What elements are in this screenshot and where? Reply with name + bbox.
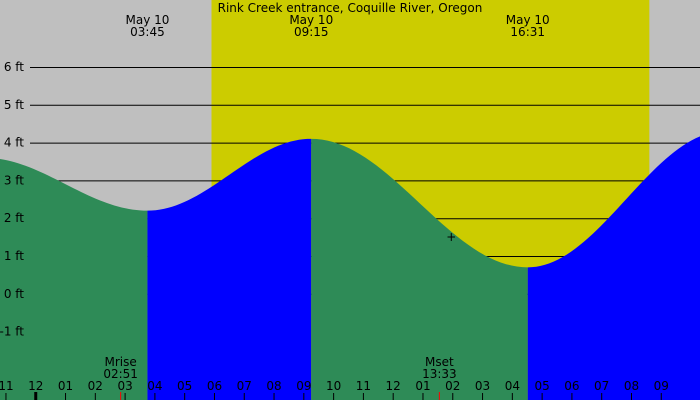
y-axis-labels: 6 ft 5 ft 4 ft 3 ft 2 ft 1 ft 0 ft -1 ft (0, 60, 24, 339)
y-tick-label: 4 ft (4, 136, 24, 150)
x-tick-label: 11 (0, 379, 14, 393)
rising-tide-area (527, 136, 700, 400)
moon-event-time: 13:33 (422, 367, 457, 381)
falling-tide-area (0, 159, 148, 400)
tide-event-date: May 10 (125, 13, 169, 27)
x-tick-label: 01 (58, 379, 73, 393)
y-tick-label: 6 ft (4, 60, 24, 74)
x-tick-label: 04 (505, 379, 520, 393)
x-tick-label: 08 (624, 379, 639, 393)
x-tick-label: 01 (415, 379, 430, 393)
y-tick-label: 0 ft (4, 287, 24, 301)
x-tick-label: 07 (237, 379, 252, 393)
chart-title: Rink Creek entrance, Coquille River, Ore… (218, 1, 483, 15)
x-tick-label: 09 (654, 379, 669, 393)
x-tick-label: 12 (386, 379, 401, 393)
rising-tide-area (147, 138, 312, 400)
x-tick-label: 03 (475, 379, 490, 393)
y-tick-label: -1 ft (0, 325, 24, 339)
y-tick-label: 3 ft (4, 173, 24, 187)
x-tick-label: 05 (534, 379, 549, 393)
tide-event-date: May 10 (506, 13, 550, 27)
x-tick-label: 03 (117, 379, 132, 393)
moon-event-label: Mrise (105, 355, 137, 369)
x-tick-label: 06 (564, 379, 579, 393)
x-axis-ticks: 11 12 01 02 03 04 05 06 07 08 09 10 11 12 01 02 03 04 05 06… (0, 379, 669, 400)
y-tick-label: 1 ft (4, 249, 24, 263)
tide-area-layer (0, 136, 700, 400)
x-tick-label: 07 (594, 379, 609, 393)
x-tick-label: 08 (266, 379, 281, 393)
x-tick-label: 02 (445, 379, 460, 393)
x-tick-label: 02 (88, 379, 103, 393)
x-tick-label: 11 (356, 379, 371, 393)
x-tick-label: 04 (147, 379, 162, 393)
x-tick-label: 09 (296, 379, 311, 393)
current-time-marker: + (446, 230, 456, 244)
tide-event-time: 09:15 (294, 25, 329, 39)
y-tick-label: 5 ft (4, 98, 24, 112)
tide-event-date: May 10 (289, 13, 333, 27)
tide-event-time: 03:45 (130, 25, 165, 39)
moon-event-label: Mset (425, 355, 454, 369)
falling-tide-area (311, 138, 528, 400)
moon-event-time: 02:51 (103, 367, 138, 381)
x-tick-label: 12 (28, 379, 43, 393)
x-tick-label: 10 (326, 379, 341, 393)
x-tick-label: 06 (207, 379, 222, 393)
y-tick-label: 2 ft (4, 211, 24, 225)
tide-event-time: 16:31 (510, 25, 545, 39)
x-tick-label: 05 (177, 379, 192, 393)
current-marker-layer: + (446, 230, 456, 244)
